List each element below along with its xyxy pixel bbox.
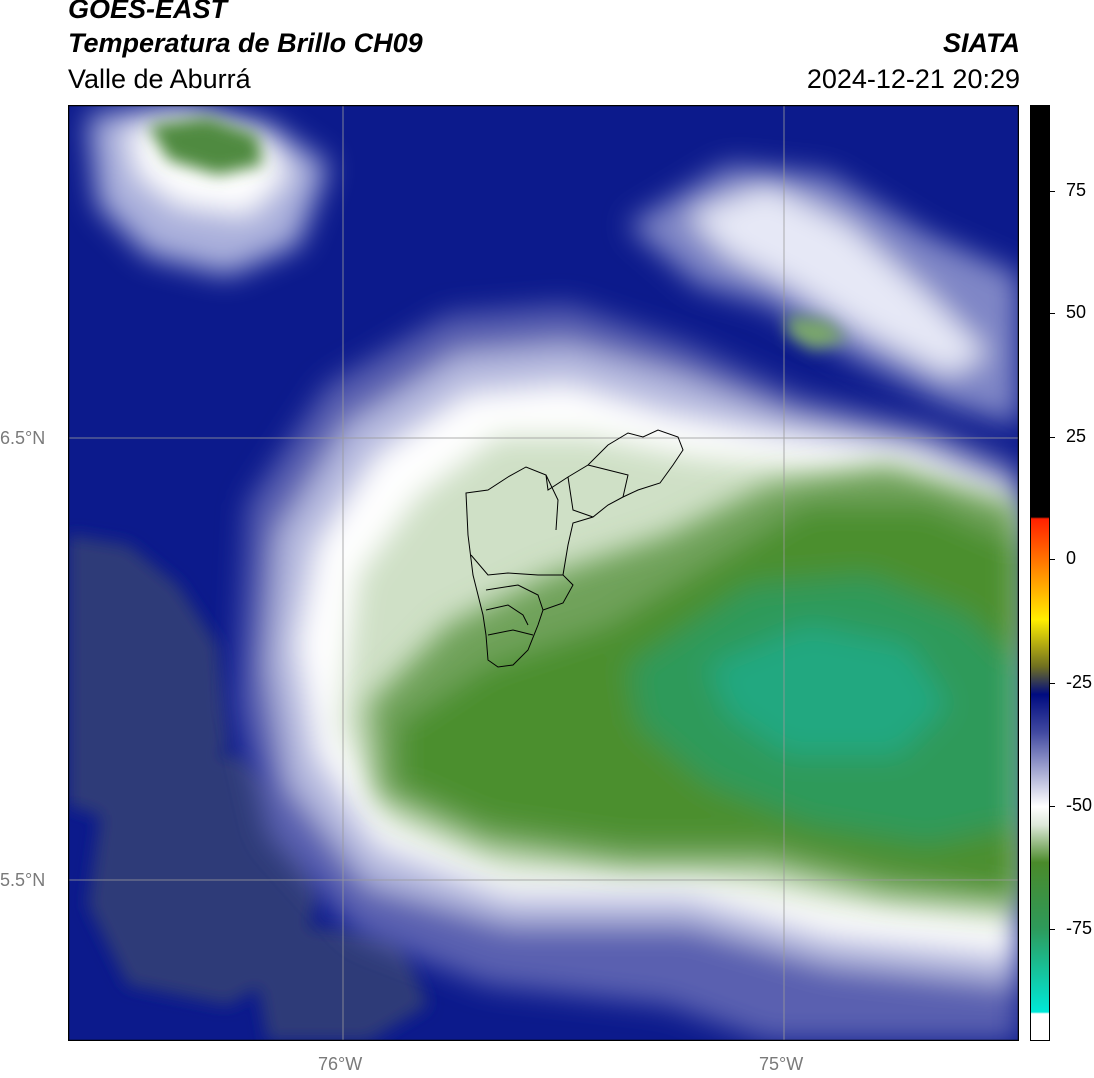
graticule: [68, 105, 1019, 1041]
colorbar-tick: [1050, 437, 1055, 438]
product-title: Temperatura de Brillo CH09: [68, 28, 423, 58]
municipal-boundaries: [465, 429, 684, 668]
agency-label: SIATA: [943, 28, 1020, 58]
colorbar-label-neg50: -50: [1066, 795, 1093, 815]
colorbar-label-75: 75: [1066, 180, 1087, 200]
satellite-title: GOES-EAST: [68, 0, 228, 24]
colorbar-label-25: 25: [1066, 426, 1087, 446]
colorbar-label-0: 0: [1066, 548, 1077, 568]
lon-label-75w: 75°W: [759, 1054, 804, 1074]
colorbar-label-50: 50: [1066, 302, 1087, 322]
colorbar-label-neg75: -75: [1066, 918, 1093, 938]
lat-label-5-5n: 5.5°N: [0, 870, 46, 890]
colorbar-tick: [1050, 806, 1055, 807]
region-subtitle: Valle de Aburrá: [68, 64, 251, 94]
colorbar-tick: [1050, 191, 1055, 192]
datetime-label: 2024-12-21 20:29: [806, 64, 1020, 94]
colorbar: [1030, 105, 1050, 1041]
colorbar-tick: [1050, 559, 1055, 560]
lat-label-6-5n: 6.5°N: [0, 428, 46, 448]
brightness-temperature-map: [68, 105, 1019, 1041]
colorbar-tick: [1050, 313, 1055, 314]
colorbar-tick: [1050, 683, 1055, 684]
map-frame: [68, 105, 1019, 1041]
cloud-top-north: [148, 117, 848, 350]
convective-core: [368, 465, 1019, 905]
colorbar-label-neg25: -25: [1066, 672, 1093, 692]
lon-label-76w: 76°W: [318, 1054, 363, 1074]
colorbar-tick: [1050, 929, 1055, 930]
